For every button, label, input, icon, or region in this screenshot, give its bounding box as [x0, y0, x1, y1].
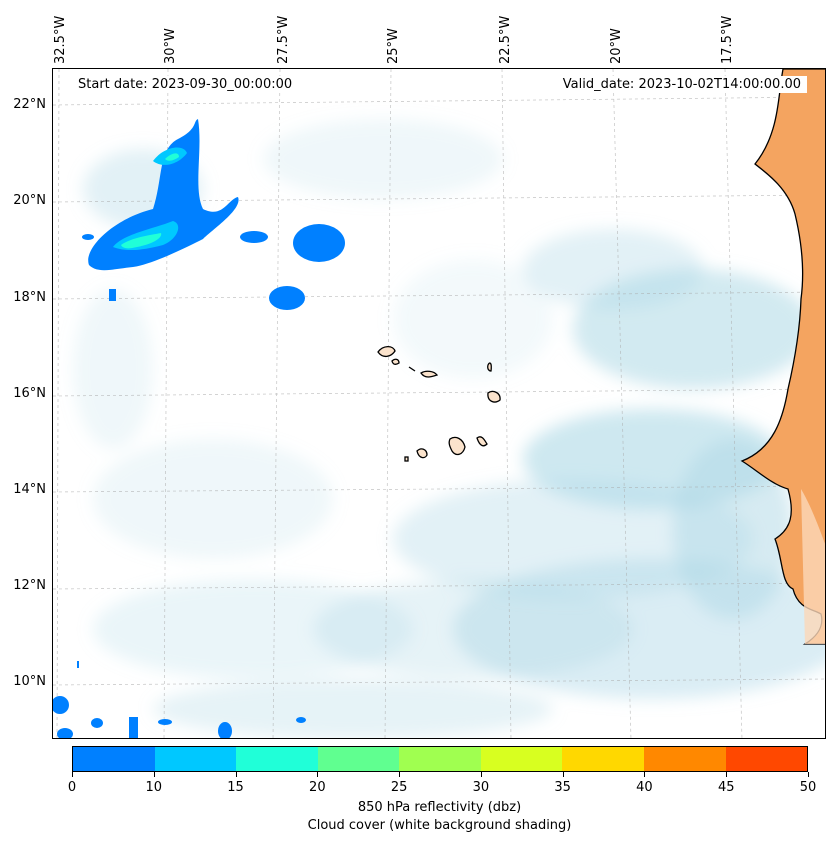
lon-label: 32.5°W — [53, 15, 68, 64]
colorbar-segment — [154, 747, 237, 771]
lat-label: 22°N — [13, 97, 46, 112]
colorbar-tick — [808, 772, 809, 777]
colorbar-segment — [725, 747, 808, 771]
lon-label: 30°W — [163, 28, 178, 64]
graticule — [53, 69, 825, 738]
colorbar-tick-label: 45 — [717, 780, 735, 795]
colorbar-tick — [480, 772, 482, 777]
colorbar-tick — [235, 772, 237, 777]
colorbar-tick-label: 40 — [636, 780, 653, 795]
colorbar-tick-label: 0 — [67, 780, 77, 795]
start-date-label: Start date: 2023-09-30_00:00:00 — [72, 76, 299, 93]
lat-label: 16°N — [13, 386, 46, 401]
colorbar-segment — [73, 747, 155, 771]
colorbar-tick — [72, 772, 73, 777]
colorbar-tick — [726, 772, 728, 777]
colorbar-segment — [480, 747, 563, 771]
reflectivity-contours — [53, 119, 345, 738]
colorbar-segment — [399, 747, 481, 771]
lon-label: 17.5°W — [720, 15, 735, 64]
lon-label: 22.5°W — [498, 15, 513, 64]
lon-label: 20°W — [609, 28, 624, 64]
colorbar-tick — [399, 772, 401, 777]
colorbar-tick — [317, 772, 319, 777]
africa-landmass — [740, 69, 825, 645]
colorbar-segment — [236, 747, 318, 771]
lat-label: 18°N — [13, 290, 46, 305]
map-panel — [52, 68, 826, 739]
colorbar-tick-label: 50 — [799, 780, 817, 795]
colorbar-tick-label: 35 — [554, 780, 571, 795]
colorbar-segment — [643, 747, 726, 771]
colorbar-tick — [644, 772, 646, 777]
cape-verde-islands — [377, 345, 501, 462]
valid-date-label: Valid_date: 2023-10-02T14:00:00.00 — [556, 76, 807, 93]
lat-label: 20°N — [13, 193, 46, 208]
lon-label: 27.5°W — [276, 15, 291, 64]
colorbar-tick-label: 15 — [227, 780, 244, 795]
colorbar-tick-label: 10 — [145, 780, 163, 795]
lat-label: 10°N — [13, 674, 46, 689]
colorbar — [72, 746, 808, 772]
colorbar-tick-label: 20 — [309, 780, 326, 795]
lat-label: 14°N — [13, 482, 46, 497]
colorbar-segment — [562, 747, 644, 771]
colorbar-tick-label: 30 — [472, 780, 490, 795]
colorbar-sublabel: Cloud cover (white background shading) — [307, 818, 572, 833]
lat-label: 12°N — [13, 578, 46, 593]
colorbar-segment — [317, 747, 400, 771]
cloud-cover-shading — [73, 119, 825, 738]
colorbar-label: 850 hPa reflectivity (dbz) — [357, 800, 522, 815]
map-canvas — [53, 69, 825, 738]
colorbar-tick — [562, 772, 564, 777]
colorbar-tick — [153, 772, 155, 777]
colorbar-tick-label: 25 — [390, 780, 408, 795]
lon-label: 25°W — [386, 28, 401, 64]
